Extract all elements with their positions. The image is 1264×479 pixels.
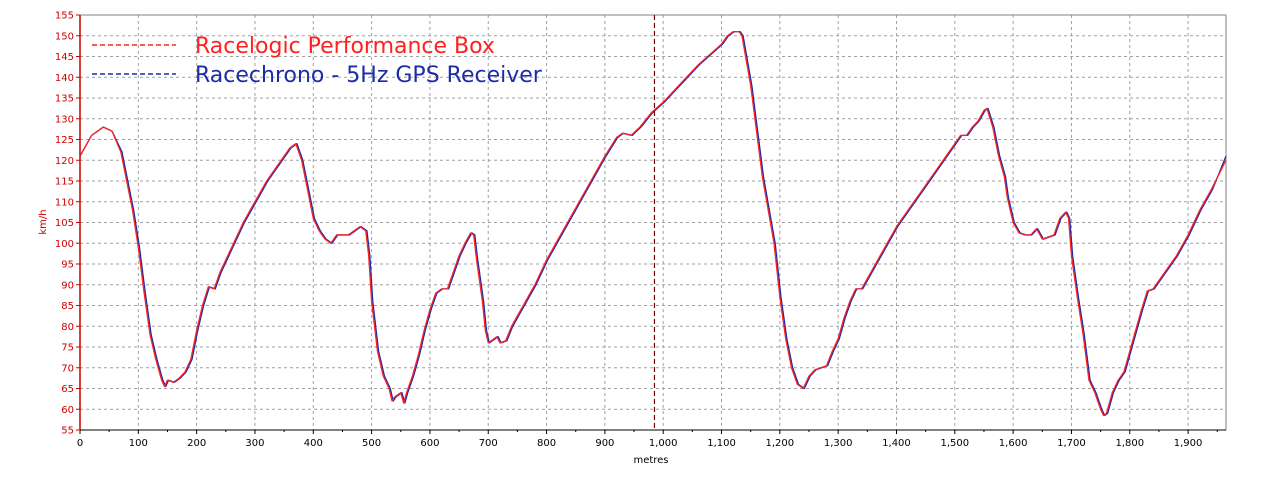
x-tick-label: 600 — [420, 438, 439, 449]
y-tick-label: 100 — [55, 239, 74, 250]
x-tick-label: 1,400 — [882, 438, 911, 449]
y-tick-label: 70 — [61, 363, 74, 374]
y-tick-label: 150 — [55, 31, 74, 42]
y-tick-label: 55 — [61, 426, 74, 437]
x-tick-label: 0 — [77, 438, 83, 449]
x-tick-label: 1,800 — [1115, 438, 1144, 449]
x-tick-label: 1,200 — [766, 438, 795, 449]
y-tick-label: 85 — [61, 301, 74, 312]
legend-label: Racechrono - 5Hz GPS Receiver — [195, 63, 543, 88]
y-tick-label: 75 — [61, 343, 74, 354]
y-tick-label: 140 — [55, 73, 74, 84]
y-tick-label: 130 — [55, 114, 74, 125]
y-tick-label: 65 — [61, 384, 74, 395]
x-tick-label: 900 — [595, 438, 614, 449]
x-tick-label: 100 — [129, 438, 148, 449]
series-line-1 — [79, 30, 1227, 417]
y-tick-label: 135 — [55, 94, 74, 105]
x-tick-label: 1,300 — [824, 438, 853, 449]
x-tick-label: 1,900 — [1174, 438, 1203, 449]
x-tick-label: 1,500 — [940, 438, 969, 449]
grid — [80, 15, 1226, 430]
legend: Racelogic Performance Box Racechrono - 5H… — [92, 34, 543, 88]
legend-label: Racelogic Performance Box — [195, 34, 495, 59]
x-tick-label: 200 — [187, 438, 206, 449]
y-tick-label: 95 — [61, 260, 74, 271]
x-axis-label: metres — [633, 455, 668, 466]
x-tick-label: 1,000 — [649, 438, 678, 449]
x-tick-label: 500 — [362, 438, 381, 449]
x-tick-label: 300 — [245, 438, 264, 449]
y-axis-label: km/h — [38, 209, 49, 234]
x-tick-label: 1,100 — [707, 438, 736, 449]
y-tick-label: 110 — [55, 197, 74, 208]
x-tick-label: 800 — [537, 438, 556, 449]
x-tick-label: 700 — [479, 438, 498, 449]
x-tick-label: 1,600 — [999, 438, 1028, 449]
y-tick-label: 120 — [55, 156, 74, 167]
y-tick-label: 145 — [55, 52, 74, 63]
y-tick-label: 80 — [61, 322, 74, 333]
y-tick-label: 60 — [61, 405, 74, 416]
series-lines — [79, 30, 1227, 417]
y-tick-label: 115 — [55, 177, 74, 188]
y-tick-label: 125 — [55, 135, 74, 146]
y-tick-label: 155 — [55, 11, 74, 22]
x-tick-label: 1,700 — [1057, 438, 1086, 449]
y-tick-label: 105 — [55, 218, 74, 229]
x-tick-label: 400 — [304, 438, 323, 449]
series-line-0 — [79, 30, 1227, 417]
y-tick-label: 90 — [61, 280, 74, 291]
axes: 55 60 65 70 75 80 85 90 95 100 105 110 115 120 125 130 1… — [55, 11, 1227, 449]
